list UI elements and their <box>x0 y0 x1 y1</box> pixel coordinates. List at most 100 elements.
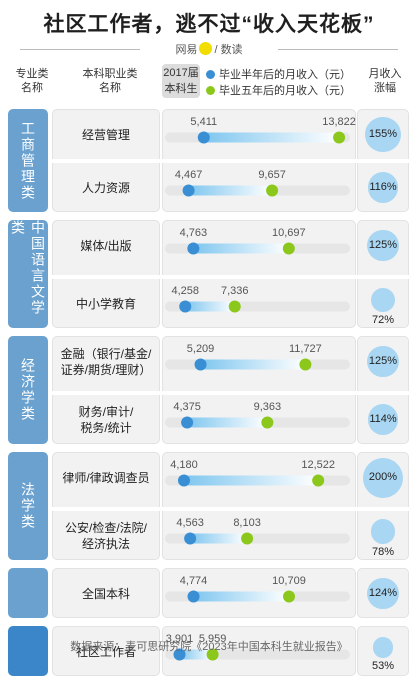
growth-bubble <box>372 637 394 658</box>
five-year-dot <box>206 648 219 661</box>
five-year-value: 9,363 <box>253 400 282 413</box>
salary-range-bar <box>185 301 235 312</box>
growth-bubble <box>367 172 399 203</box>
category-label: 工商管理类 <box>20 120 36 201</box>
half-year-dot <box>197 131 210 144</box>
half-year-value: 5,411 <box>190 115 218 128</box>
divider-line-left <box>20 49 140 50</box>
header-growth-line1: 月收入 <box>368 68 402 80</box>
half-year-value: 5,209 <box>186 342 215 355</box>
brand-logo: 网易 / 数读 <box>140 41 278 57</box>
five-year-dot <box>283 590 296 603</box>
half-year-value: 4,563 <box>176 516 204 529</box>
growth-value: 53% <box>371 659 395 672</box>
salary-range-bar <box>193 591 290 602</box>
occupation-label-line: 社区工作者 <box>75 644 136 659</box>
brand-column: 数读 <box>220 44 243 56</box>
occupation-label: 金融（银行/基金/证券/期货/理财） <box>52 346 160 378</box>
occupation-label: 经营管理 <box>52 127 160 143</box>
growth-bubble <box>370 519 396 544</box>
half-year-value: 4,763 <box>179 226 208 239</box>
dumbbell-plot <box>165 131 350 661</box>
five-year-dot <box>333 131 346 144</box>
header-category-line1: 专业类 <box>15 68 49 80</box>
occupation-label-line: 媒体/出版 <box>80 238 132 253</box>
growth-bubble <box>365 116 401 153</box>
five-year-dot <box>312 474 325 487</box>
cohort-badge: 2017届 本科生 <box>162 64 200 98</box>
occupation-label: 全国本科 <box>52 586 160 602</box>
occupation-label-line: 经营管理 <box>81 127 130 142</box>
occupation-label: 社区工作者 <box>52 644 160 660</box>
growth-value: 125% <box>368 354 398 367</box>
occupation-label-line: 公安/检查/法院/ <box>64 520 147 535</box>
cohort-badge-line1: 2017届 <box>163 67 199 79</box>
header-occupation-line1: 本科职业类 <box>82 68 138 80</box>
growth-bubble <box>367 577 399 610</box>
growth-value: 72% <box>371 313 395 326</box>
half-year-value: 4,258 <box>171 284 199 297</box>
growth-bubble <box>367 229 399 262</box>
half-year-dot <box>184 532 197 545</box>
occupation-label: 中小学教育 <box>52 296 160 312</box>
five-year-value: 12,522 <box>301 458 335 471</box>
name-card <box>52 452 160 560</box>
salary-range-bar <box>193 243 289 254</box>
occupation-label-line: 中小学教育 <box>75 296 136 311</box>
brand-bar: 网易 / 数读 <box>0 40 418 58</box>
half-year-dot <box>187 590 200 603</box>
legend-half-label: 毕业半年后的月收入（元） <box>219 69 351 81</box>
growth-value: 124% <box>368 586 398 599</box>
header-occupation: 本科职业类 名称 <box>60 67 160 95</box>
legend-five-label: 毕业五年后的月收入（元） <box>219 85 351 97</box>
row-separator <box>52 507 409 511</box>
category-label: 法学类 <box>20 482 36 530</box>
half-year-dot <box>194 358 207 371</box>
header-category: 专业类 名称 <box>4 67 60 95</box>
half-year-value: 4,180 <box>170 458 198 471</box>
occupation-label-line: 经济执法 <box>81 536 130 551</box>
five-year-dot <box>241 532 254 545</box>
five-year-value: 11,727 <box>288 342 322 355</box>
half-year-dot <box>187 242 200 255</box>
growth-value: 78% <box>371 545 395 558</box>
row-separator <box>52 159 409 163</box>
growth-value: 125% <box>368 238 398 251</box>
five-year-dot <box>282 242 295 255</box>
growth-value: 114% <box>369 412 397 425</box>
growth-bubble <box>367 404 399 435</box>
half-year-dot <box>182 184 195 197</box>
brand-name: 网易 <box>175 44 198 56</box>
occupation-label: 律师/律政调查员 <box>52 470 160 486</box>
category-block: 经济学类 <box>8 336 48 444</box>
salary-range-bar <box>183 475 319 486</box>
growth-bubble <box>363 457 403 498</box>
salary-range-bar <box>190 533 248 544</box>
row-separator <box>52 275 409 279</box>
row-separator <box>52 391 409 395</box>
cohort-badge-line2: 本科生 <box>164 83 198 95</box>
five-year-value: 5,959 <box>198 632 227 645</box>
name-card <box>52 220 160 328</box>
growth-bubble <box>371 287 395 312</box>
occupation-label: 媒体/出版 <box>52 238 160 254</box>
salary-range-bar <box>200 359 306 370</box>
header-category-line2: 名称 <box>21 82 43 94</box>
half-year-value: 4,375 <box>173 400 201 413</box>
brand-dot-icon <box>199 42 213 55</box>
occupation-label-line: 税务/统计 <box>80 420 132 435</box>
half-year-value: 4,774 <box>179 574 208 587</box>
five-year-dot <box>228 300 241 313</box>
five-year-value: 7,336 <box>220 284 249 297</box>
salary-range-bar <box>203 132 340 143</box>
half-year-dot <box>173 648 186 661</box>
legend-half-year: 毕业半年后的月收入（元） <box>206 66 351 82</box>
occupation-label-line: 金融（银行/基金/ <box>60 346 152 361</box>
five-year-value: 9,657 <box>258 168 286 181</box>
five-year-value: 10,697 <box>271 226 306 239</box>
salary-range-bar <box>187 417 268 428</box>
half-year-dot <box>181 416 194 429</box>
divider-line-right <box>278 49 398 50</box>
legend-five-year: 毕业五年后的月收入（元） <box>206 82 351 98</box>
half-year-value: 4,467 <box>174 168 203 181</box>
